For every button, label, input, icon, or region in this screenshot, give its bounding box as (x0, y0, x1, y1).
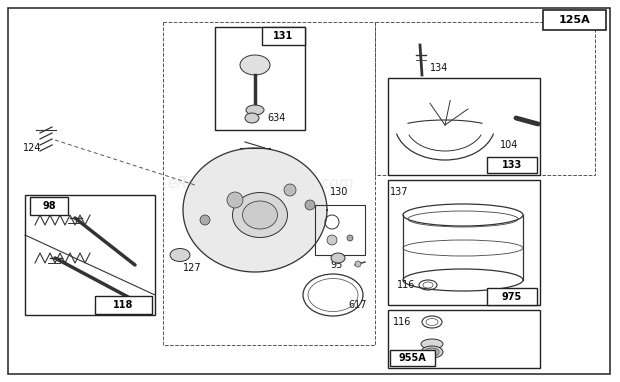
Polygon shape (183, 148, 327, 272)
Text: 118: 118 (113, 300, 134, 310)
Circle shape (327, 235, 337, 245)
Text: 98: 98 (42, 201, 56, 211)
Circle shape (284, 184, 296, 196)
Bar (487, 288, 537, 305)
Ellipse shape (242, 201, 278, 229)
Text: 104: 104 (500, 140, 518, 150)
Ellipse shape (425, 348, 439, 356)
Bar (388, 310, 540, 368)
Bar (262, 27, 305, 45)
Ellipse shape (240, 55, 270, 75)
Text: 955A: 955A (399, 353, 427, 363)
Bar (95, 296, 152, 314)
Text: 634: 634 (267, 113, 285, 123)
Ellipse shape (421, 339, 443, 349)
Ellipse shape (331, 253, 345, 263)
Circle shape (200, 215, 210, 225)
Bar (388, 78, 540, 175)
Text: eReplacementParts.com: eReplacementParts.com (167, 176, 354, 191)
Text: 131: 131 (273, 31, 294, 41)
Bar (163, 22, 375, 345)
Ellipse shape (245, 113, 259, 123)
Bar (25, 195, 155, 315)
Text: 130: 130 (330, 187, 348, 197)
Bar (487, 157, 537, 173)
Text: 617: 617 (348, 300, 366, 310)
Text: 127: 127 (183, 263, 202, 273)
Text: 116: 116 (397, 280, 415, 290)
Text: 133: 133 (502, 160, 522, 170)
Text: 95: 95 (330, 260, 342, 270)
Text: 137: 137 (390, 187, 409, 197)
Bar (543, 10, 606, 30)
Ellipse shape (170, 249, 190, 262)
Ellipse shape (232, 193, 288, 238)
Text: 134: 134 (430, 63, 448, 73)
Bar (375, 22, 595, 175)
Text: 116: 116 (393, 317, 412, 327)
Circle shape (227, 192, 243, 208)
Circle shape (347, 235, 353, 241)
Text: 975: 975 (502, 291, 522, 301)
Ellipse shape (246, 105, 264, 115)
Circle shape (305, 200, 315, 210)
Bar (388, 180, 540, 305)
Bar (390, 350, 435, 366)
Bar (315, 205, 365, 255)
Bar (30, 197, 68, 215)
Text: 124: 124 (23, 143, 42, 153)
Circle shape (355, 261, 361, 267)
Text: 125A: 125A (559, 15, 590, 25)
Bar (215, 27, 305, 130)
Ellipse shape (421, 346, 443, 358)
